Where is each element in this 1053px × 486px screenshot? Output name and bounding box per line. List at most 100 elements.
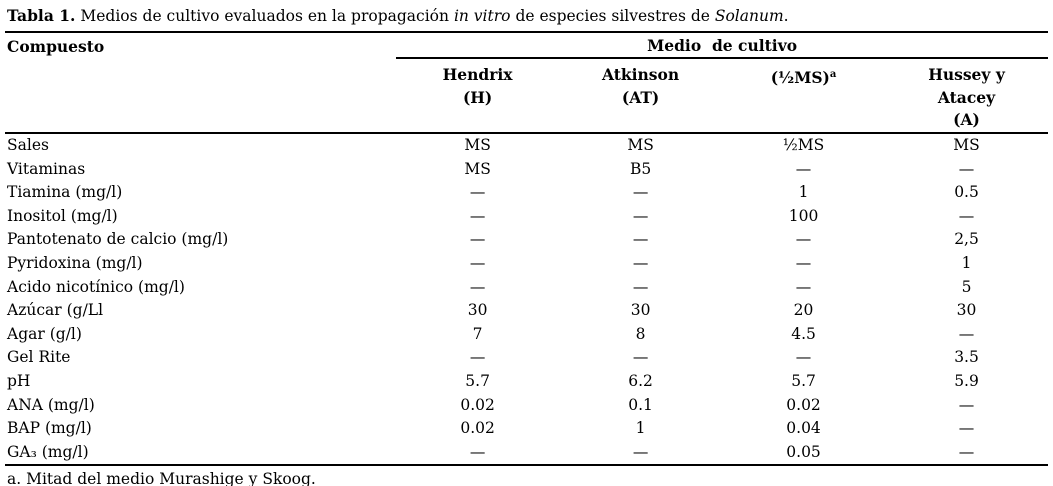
cell-value: — bbox=[958, 159, 975, 178]
table-row-agar: Agar (g/l) 7 8 4.5 — bbox=[5, 323, 1048, 347]
table-row-gel-rite: Gel Rite — — — 3.5 bbox=[5, 346, 1048, 370]
table-row-sales: Sales MS MS ½MS MS bbox=[5, 133, 1048, 158]
cell-value: — bbox=[795, 253, 812, 272]
cell-value: — bbox=[795, 159, 812, 178]
cell-value: 0.02 bbox=[460, 395, 495, 414]
cell-value: 0.1 bbox=[628, 395, 653, 414]
culture-media-table: Compuesto Medio de cultivo Hendrix (H) A… bbox=[5, 31, 1048, 467]
cell-value: 1 bbox=[798, 183, 809, 202]
row-label: BAP (mg/l) bbox=[7, 419, 92, 438]
table-caption-text-2: de especies silvestres de bbox=[515, 7, 715, 25]
cell-value: B5 bbox=[629, 159, 652, 178]
cell-value: 6.2 bbox=[628, 371, 653, 390]
cell-value: — bbox=[885, 440, 1048, 467]
table-row-inositol: Inositol (mg/l) — — 100 — bbox=[5, 205, 1048, 229]
cell-value: 5 bbox=[961, 277, 972, 296]
table-row-pantotenato: Pantotenato de calcio (mg/l) — — — 2,5 bbox=[5, 228, 1048, 252]
cell-value: — bbox=[469, 206, 486, 225]
cell-value: 20 bbox=[793, 301, 814, 320]
table-footnote: a. Mitad del medio Murashige y Skoog. bbox=[7, 470, 316, 486]
cell-value: 30 bbox=[467, 301, 488, 320]
table-row-acido-nicotinico: Acido nicotínico (mg/l) — — — 5 bbox=[5, 276, 1048, 300]
column-header-line: (AT) bbox=[621, 87, 660, 107]
cell-value: 30 bbox=[630, 301, 651, 320]
cell-value: — bbox=[632, 277, 649, 296]
table-row-ana: ANA (mg/l) 0.02 0.1 0.02 — bbox=[5, 394, 1048, 418]
row-label: Gel Rite bbox=[7, 348, 71, 367]
row-label: Pyridoxina (mg/l) bbox=[7, 253, 143, 272]
cell-value: 100 bbox=[788, 206, 819, 225]
row-label: pH bbox=[7, 371, 31, 390]
row-label: GA₃ (mg/l) bbox=[5, 440, 397, 467]
cell-value: MS bbox=[464, 136, 491, 154]
cell-value: ½MS bbox=[782, 136, 825, 154]
cell-value: — bbox=[469, 183, 486, 202]
cell-value: MS bbox=[627, 136, 654, 154]
row-label: Sales bbox=[7, 136, 49, 154]
column-header-line: (A) bbox=[953, 110, 980, 129]
cell-value: 2,5 bbox=[954, 230, 979, 249]
table-row-ph: pH 5.7 6.2 5.7 5.9 bbox=[5, 370, 1048, 394]
table-header: Compuesto Medio de cultivo Hendrix (H) A… bbox=[5, 32, 1048, 134]
table-row-pyridoxina: Pyridoxina (mg/l) — — — 1 bbox=[5, 252, 1048, 276]
cell-value: 5.9 bbox=[954, 371, 979, 390]
table-caption-label: Tabla 1. bbox=[7, 6, 76, 25]
cell-value: — bbox=[958, 324, 975, 343]
cell-value: — bbox=[632, 348, 649, 367]
column-header-line: (½MS)a bbox=[770, 68, 837, 88]
table-caption-italic-1: in vitro bbox=[453, 7, 511, 25]
cell-value: MS bbox=[953, 136, 980, 154]
cell-value: 0.02 bbox=[460, 419, 495, 438]
row-label: Pantotenato de calcio (mg/l) bbox=[7, 230, 229, 249]
column-header-line: Atkinson bbox=[602, 65, 680, 84]
row-label: Acido nicotínico (mg/l) bbox=[7, 277, 185, 296]
row-label: Azúcar (g/Ll bbox=[7, 301, 104, 320]
row-label: ANA (mg/l) bbox=[7, 395, 95, 414]
cell-value: 5.7 bbox=[791, 371, 816, 390]
column-header-line: Hendrix bbox=[442, 65, 513, 84]
column-header-atkinson: Atkinson (AT) bbox=[559, 58, 723, 134]
table-body: Sales MS MS ½MS MS Vitaminas MS B5 — — T… bbox=[5, 133, 1048, 467]
table-row-ga3: GA₃ (mg/l) — — 0.05 — bbox=[5, 440, 1048, 467]
table-caption-italic-2: Solanum bbox=[714, 7, 784, 25]
column-header-line: Atacey bbox=[937, 87, 996, 107]
cell-value: MS bbox=[464, 159, 491, 178]
table-caption-text-3: . bbox=[783, 7, 789, 25]
row-label: Agar (g/l) bbox=[7, 324, 82, 343]
table-row-bap: BAP (mg/l) 0.02 1 0.04 — bbox=[5, 417, 1048, 441]
column-header-half-ms: (½MS)a bbox=[722, 58, 886, 134]
table-row-azucar: Azúcar (g/Ll 30 30 20 30 bbox=[5, 299, 1048, 323]
cell-value: 0.02 bbox=[786, 395, 821, 414]
cell-value: — bbox=[396, 440, 560, 467]
column-header-hendrix: Hendrix (H) bbox=[396, 58, 560, 134]
cell-value: 0.05 bbox=[722, 440, 886, 467]
cell-value: — bbox=[958, 419, 975, 438]
row-label: Inositol (mg/l) bbox=[7, 206, 118, 225]
group-header-row: Compuesto Medio de cultivo bbox=[5, 32, 1048, 134]
column-header-line: Hussey y bbox=[928, 65, 1005, 84]
column-header-compuesto: Compuesto bbox=[5, 32, 397, 134]
cell-value: — bbox=[958, 206, 975, 225]
cell-value: — bbox=[795, 277, 812, 296]
cell-value: — bbox=[795, 230, 812, 249]
cell-value: — bbox=[469, 253, 486, 272]
cell-value: 8 bbox=[635, 324, 646, 343]
cell-value: 4.5 bbox=[791, 324, 816, 343]
column-header-line: (H) bbox=[462, 87, 493, 107]
cell-value: 1 bbox=[961, 253, 972, 272]
cell-value: — bbox=[958, 395, 975, 414]
footnote-marker: a bbox=[829, 69, 837, 80]
cell-value: 0.04 bbox=[786, 419, 821, 438]
table-caption-text-1: Medios de cultivo evaluados en la propag… bbox=[75, 7, 454, 25]
table-row-vitaminas: Vitaminas MS B5 — — bbox=[5, 158, 1048, 182]
cell-value: — bbox=[559, 440, 723, 467]
row-label: Vitaminas bbox=[7, 159, 86, 178]
medium-header-row: Hendrix (H) Atkinson (AT) (½MS)a Hussey … bbox=[5, 58, 1048, 134]
group-header-medio-de-cultivo: Medio de cultivo bbox=[396, 32, 1048, 59]
cell-value: — bbox=[469, 277, 486, 296]
cell-value: — bbox=[632, 206, 649, 225]
cell-value: — bbox=[469, 230, 486, 249]
cell-value: 30 bbox=[956, 301, 977, 320]
cell-value: — bbox=[632, 183, 649, 202]
